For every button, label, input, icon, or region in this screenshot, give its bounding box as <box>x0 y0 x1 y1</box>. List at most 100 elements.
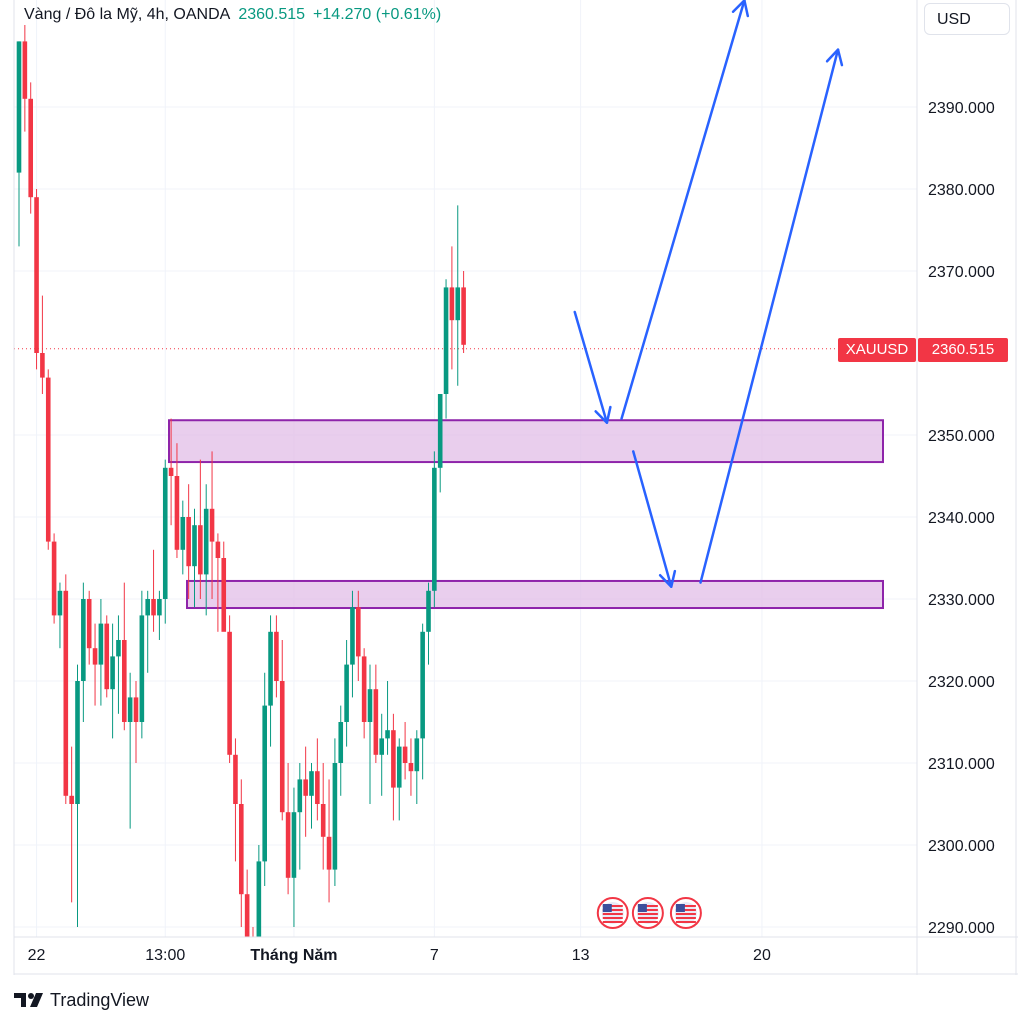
flag-stripe <box>637 913 658 915</box>
y-tick-label: 2370.000 <box>928 264 995 281</box>
x-tick-label: 22 <box>28 947 46 964</box>
candle-body <box>256 861 262 937</box>
price-chart[interactable]: 2390.000 2380.000 2370.000 2350.000 2340.000… <box>0 0 1018 975</box>
candle-body <box>174 476 180 550</box>
candle-body <box>133 697 139 722</box>
y-tick-label: 2290.000 <box>928 920 995 937</box>
candle-body <box>315 771 320 804</box>
arrow-line <box>620 0 746 420</box>
arrow-line <box>699 48 840 584</box>
candle-body <box>51 541 57 616</box>
x-tick-label: 7 <box>430 947 439 964</box>
candle-body <box>350 607 355 665</box>
candle-body <box>285 812 291 878</box>
flag-stripe <box>637 905 658 907</box>
flag-stripe <box>637 909 658 911</box>
flag-stripe <box>602 909 623 911</box>
candle-body <box>385 730 390 739</box>
candle-body <box>303 779 308 796</box>
price-tag-symbol: XAUUSD <box>838 338 916 362</box>
candle-body <box>104 623 110 690</box>
y-tick-label: 2320.000 <box>928 674 995 691</box>
flag-stripe <box>675 913 696 915</box>
flag-canton <box>637 904 647 912</box>
candle-body <box>233 754 238 804</box>
y-tick-label: 2330.000 <box>928 592 995 609</box>
axes: 2390.000 2380.000 2370.000 2350.000 2340.000… <box>13 0 1018 975</box>
candle-body <box>356 607 361 657</box>
candle-body <box>122 640 127 722</box>
candle-body <box>268 631 273 706</box>
candle-body <box>162 467 168 599</box>
projection-arrows <box>573 0 844 588</box>
tradingview-logo-icon <box>14 993 43 1007</box>
us-flag-icon <box>596 897 629 929</box>
candle-body <box>414 738 420 772</box>
candle-body <box>45 377 51 542</box>
candle-body <box>157 599 162 616</box>
candle-body <box>180 517 186 550</box>
candle-body <box>332 763 338 870</box>
candle-body <box>338 722 344 763</box>
arrow-head <box>594 405 612 424</box>
candle-body <box>34 197 39 353</box>
y-tick-label: 2390.000 <box>928 100 995 117</box>
currency-button[interactable]: USD <box>924 3 1010 35</box>
candle-body <box>22 41 28 99</box>
candle-body <box>320 804 326 837</box>
footer: TradingView <box>14 988 149 1012</box>
candle-body <box>443 287 449 394</box>
flag-stripe <box>602 913 623 915</box>
flag-stripe <box>637 917 658 919</box>
arrow-head <box>731 0 750 18</box>
candle-body <box>344 664 349 722</box>
candle-body <box>432 467 437 591</box>
x-tick-label: 20 <box>753 947 771 964</box>
x-tick-label: Tháng Năm <box>250 947 337 964</box>
candle-body <box>145 599 150 616</box>
candle-body <box>16 41 22 173</box>
candle-body <box>28 98 33 198</box>
candle-body <box>186 517 191 567</box>
arrow-head <box>825 48 844 67</box>
candle-body <box>239 804 244 895</box>
candle-body <box>420 631 425 739</box>
us-flag-icon <box>631 897 664 929</box>
flag-canton <box>602 904 612 912</box>
flag-canton <box>675 904 685 912</box>
candle-body <box>69 795 74 804</box>
candle-body <box>198 525 203 575</box>
candle-body <box>402 746 408 763</box>
x-tick-label: 13:00 <box>145 947 185 964</box>
candle-body <box>57 590 63 616</box>
flag-stripe <box>637 921 658 923</box>
price-change: +14.270 (+0.61%) <box>313 6 442 23</box>
last-price: 2360.515 <box>238 6 306 23</box>
flag-stripe <box>602 917 623 919</box>
candle-body <box>291 812 297 878</box>
candle-body <box>110 656 115 690</box>
candle-body <box>437 394 443 468</box>
y-tick-label: 2300.000 <box>928 838 995 855</box>
candle-body <box>262 705 267 862</box>
candle-body <box>274 631 279 681</box>
candle-body <box>40 353 45 378</box>
flag-stripe <box>675 921 696 923</box>
flag-stripe <box>602 921 623 923</box>
x-tick-label: 13 <box>572 947 590 964</box>
candle-body <box>215 541 221 558</box>
candle-body <box>455 287 461 321</box>
candle-body <box>63 590 69 796</box>
candle-body <box>139 615 145 722</box>
candle-body <box>373 689 379 755</box>
candle-body <box>209 508 215 542</box>
candle-body <box>221 558 227 632</box>
chart-frame: 2390.000 2380.000 2370.000 2350.000 2340.000… <box>0 0 1018 975</box>
y-tick-label: 2340.000 <box>928 510 995 527</box>
flag-stripe <box>675 909 696 911</box>
candle-body <box>297 779 303 813</box>
candle-body <box>379 738 384 755</box>
candle-body <box>367 689 373 722</box>
candle-body <box>86 599 92 649</box>
candle-body <box>127 697 133 722</box>
